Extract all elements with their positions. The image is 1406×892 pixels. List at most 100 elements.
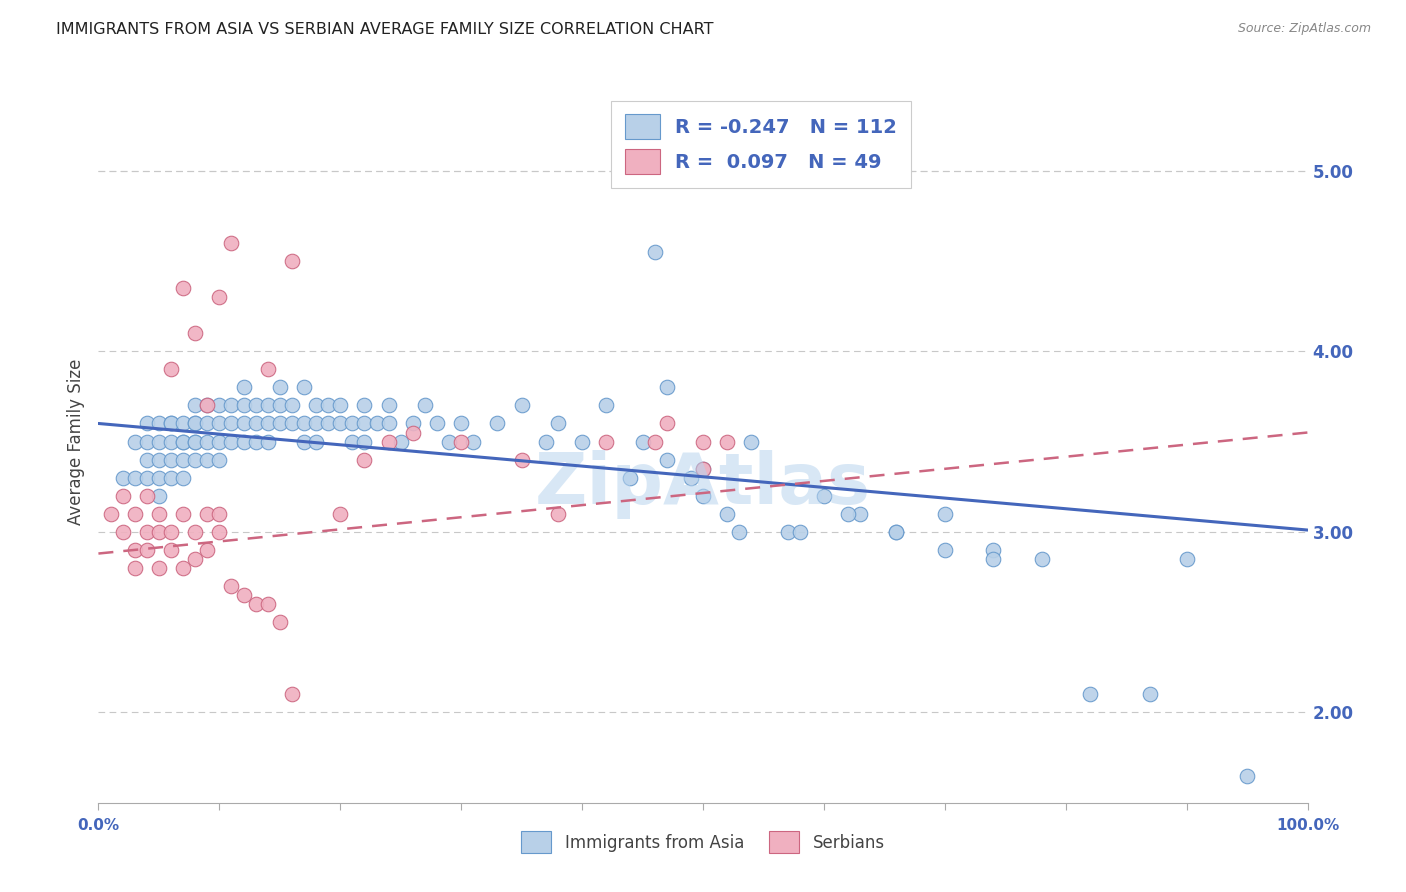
- Text: ZipAtlas: ZipAtlas: [536, 450, 870, 519]
- Point: [644, 434, 666, 449]
- Point: [1031, 552, 1053, 566]
- Point: [172, 452, 194, 467]
- Point: [353, 398, 375, 412]
- Point: [934, 542, 956, 557]
- Point: [195, 434, 218, 449]
- Point: [195, 398, 218, 412]
- Point: [1078, 687, 1101, 701]
- Point: [389, 434, 412, 449]
- Point: [135, 489, 157, 503]
- Point: [148, 561, 170, 575]
- Point: [232, 398, 254, 412]
- Point: [232, 417, 254, 431]
- Point: [402, 417, 425, 431]
- Point: [148, 507, 170, 521]
- Point: [510, 398, 533, 412]
- Point: [342, 434, 364, 449]
- Point: [245, 417, 267, 431]
- Point: [184, 417, 207, 431]
- Point: [160, 452, 183, 467]
- Point: [160, 362, 183, 376]
- Point: [269, 615, 291, 630]
- Point: [135, 452, 157, 467]
- Point: [692, 489, 714, 503]
- Point: [208, 398, 231, 412]
- Point: [547, 507, 569, 521]
- Point: [329, 398, 352, 412]
- Point: [353, 452, 375, 467]
- Point: [184, 398, 207, 412]
- Point: [172, 417, 194, 431]
- Point: [463, 434, 485, 449]
- Point: [377, 398, 399, 412]
- Point: [692, 434, 714, 449]
- Point: [269, 398, 291, 412]
- Point: [571, 434, 593, 449]
- Point: [402, 425, 425, 440]
- Point: [221, 417, 243, 431]
- Point: [208, 417, 231, 431]
- Point: [184, 434, 207, 449]
- Y-axis label: Average Family Size: Average Family Size: [66, 359, 84, 524]
- Point: [631, 434, 654, 449]
- Point: [316, 398, 339, 412]
- Point: [329, 417, 352, 431]
- Point: [692, 461, 714, 475]
- Point: [716, 434, 738, 449]
- Point: [195, 417, 218, 431]
- Point: [366, 417, 388, 431]
- Point: [148, 417, 170, 431]
- Point: [135, 542, 157, 557]
- Point: [221, 398, 243, 412]
- Point: [981, 552, 1004, 566]
- Point: [292, 434, 315, 449]
- Point: [232, 380, 254, 394]
- Point: [292, 380, 315, 394]
- Point: [619, 471, 641, 485]
- Point: [148, 489, 170, 503]
- Point: [184, 452, 207, 467]
- Point: [1175, 552, 1198, 566]
- Point: [981, 542, 1004, 557]
- Point: [184, 552, 207, 566]
- Point: [281, 253, 304, 268]
- Point: [135, 417, 157, 431]
- Point: [208, 452, 231, 467]
- Point: [172, 434, 194, 449]
- Point: [245, 434, 267, 449]
- Point: [353, 417, 375, 431]
- Point: [184, 434, 207, 449]
- Point: [135, 524, 157, 539]
- Point: [305, 434, 328, 449]
- Point: [245, 398, 267, 412]
- Point: [849, 507, 872, 521]
- Point: [221, 434, 243, 449]
- Point: [135, 471, 157, 485]
- Point: [1139, 687, 1161, 701]
- Point: [111, 524, 134, 539]
- Point: [195, 398, 218, 412]
- Point: [160, 471, 183, 485]
- Legend: Immigrants from Asia, Serbians: Immigrants from Asia, Serbians: [515, 825, 891, 860]
- Point: [256, 434, 278, 449]
- Point: [232, 588, 254, 602]
- Point: [316, 417, 339, 431]
- Point: [221, 579, 243, 593]
- Point: [510, 452, 533, 467]
- Point: [172, 281, 194, 295]
- Point: [789, 524, 811, 539]
- Point: [184, 524, 207, 539]
- Point: [813, 489, 835, 503]
- Point: [342, 417, 364, 431]
- Point: [547, 417, 569, 431]
- Point: [740, 434, 762, 449]
- Point: [256, 597, 278, 611]
- Point: [377, 434, 399, 449]
- Point: [195, 452, 218, 467]
- Point: [148, 471, 170, 485]
- Point: [534, 434, 557, 449]
- Point: [124, 434, 146, 449]
- Point: [111, 489, 134, 503]
- Point: [716, 507, 738, 521]
- Point: [644, 244, 666, 259]
